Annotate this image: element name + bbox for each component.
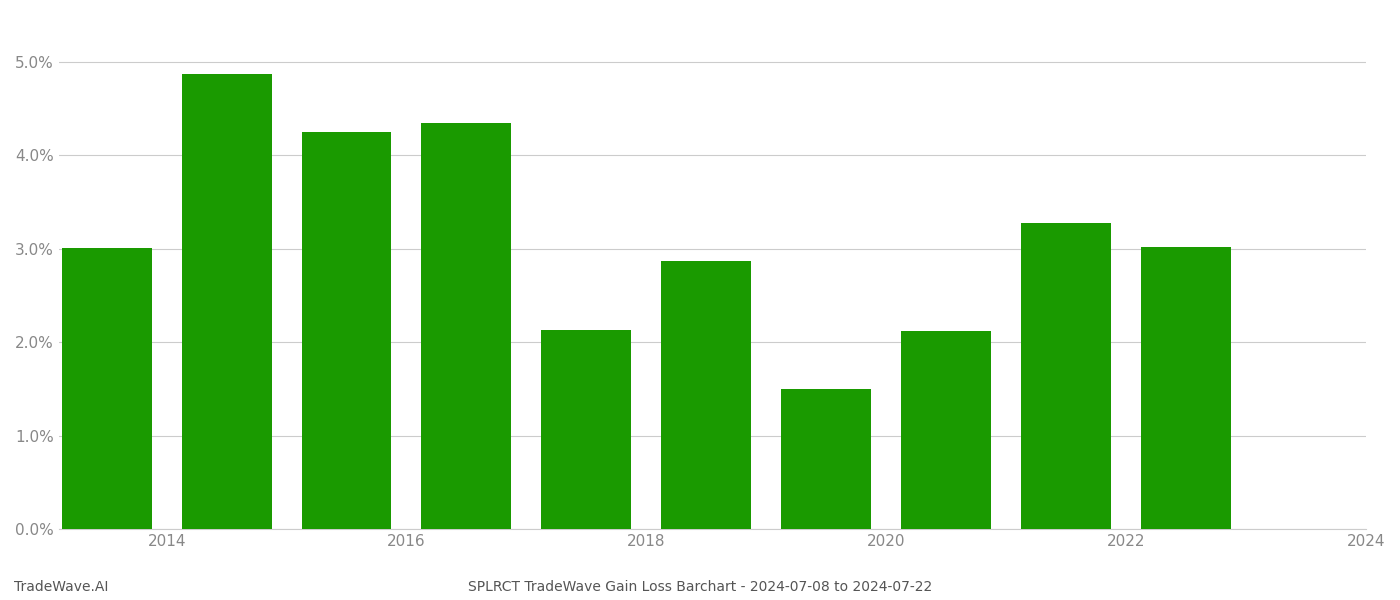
Bar: [1021, 223, 1112, 529]
Bar: [542, 330, 631, 529]
Bar: [1141, 247, 1231, 529]
Bar: [902, 331, 991, 529]
Bar: [421, 122, 511, 529]
Text: SPLRCT TradeWave Gain Loss Barchart - 2024-07-08 to 2024-07-22: SPLRCT TradeWave Gain Loss Barchart - 20…: [468, 580, 932, 594]
Bar: [661, 261, 752, 529]
Bar: [781, 389, 871, 529]
Text: TradeWave.AI: TradeWave.AI: [14, 580, 108, 594]
Bar: [301, 132, 392, 529]
Bar: [62, 248, 151, 529]
Bar: [182, 74, 272, 529]
